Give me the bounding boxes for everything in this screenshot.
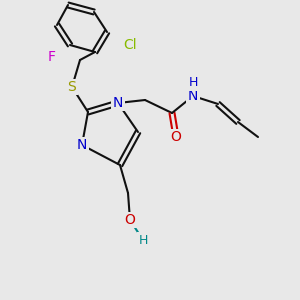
Text: N: N xyxy=(77,138,87,152)
Text: H: H xyxy=(188,76,198,89)
Text: O: O xyxy=(124,213,135,227)
Text: N: N xyxy=(113,96,123,110)
Text: O: O xyxy=(171,130,182,144)
Text: H: H xyxy=(138,233,148,247)
Text: F: F xyxy=(48,50,56,64)
Text: S: S xyxy=(68,80,76,94)
Text: Cl: Cl xyxy=(123,38,137,52)
Text: N: N xyxy=(188,89,198,103)
